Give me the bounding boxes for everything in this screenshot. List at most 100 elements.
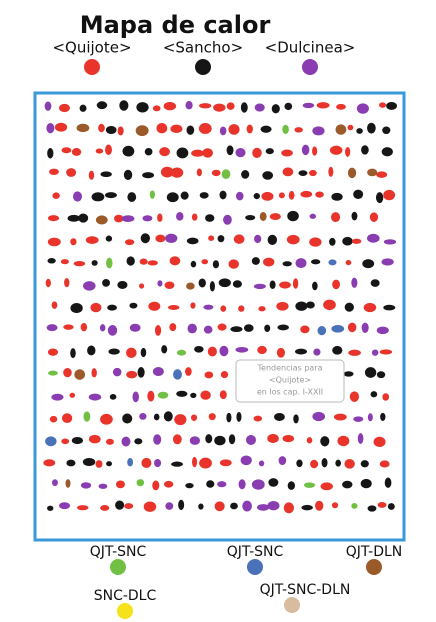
dot — [190, 302, 196, 309]
dot — [360, 478, 372, 489]
annotation-box — [235, 359, 345, 403]
dot — [80, 482, 92, 489]
dot — [269, 213, 281, 220]
dot — [356, 103, 369, 114]
dot — [121, 215, 135, 223]
dot — [209, 281, 215, 292]
dot — [176, 349, 187, 356]
legend-label: <Sancho> — [163, 39, 243, 57]
annotation-text: Tendencias para — [257, 364, 323, 373]
dot — [47, 215, 60, 222]
dot — [228, 259, 239, 269]
dot — [106, 461, 112, 467]
dot — [47, 237, 61, 247]
dot — [176, 390, 188, 397]
dot — [235, 191, 244, 201]
dot — [71, 436, 84, 445]
dot — [309, 237, 322, 247]
dot — [65, 479, 71, 488]
dot — [90, 302, 102, 313]
dot — [139, 413, 147, 420]
dot — [353, 416, 364, 422]
dot — [228, 434, 236, 445]
dot — [174, 414, 187, 426]
dot — [310, 459, 319, 469]
dot — [220, 305, 227, 312]
dot — [95, 148, 104, 154]
dot — [156, 123, 168, 134]
dot — [228, 124, 240, 135]
combination-dot — [247, 559, 263, 575]
dot — [95, 460, 103, 468]
dot — [207, 346, 217, 357]
dot — [96, 101, 108, 110]
dot — [144, 147, 153, 156]
dot — [147, 260, 158, 266]
dot — [173, 369, 182, 380]
dot — [269, 280, 276, 290]
dot — [60, 259, 69, 265]
dot — [226, 145, 234, 156]
dot — [85, 236, 99, 244]
dot — [176, 147, 189, 159]
dot — [165, 233, 178, 243]
dot — [259, 211, 267, 221]
dot — [254, 234, 262, 244]
dot — [384, 477, 392, 488]
dot — [223, 214, 232, 225]
dot — [80, 322, 88, 332]
dot — [376, 171, 388, 178]
combination-dot — [284, 597, 300, 613]
dot — [219, 390, 227, 400]
dot — [70, 348, 76, 359]
dot — [136, 479, 145, 487]
combination-dot — [117, 603, 133, 619]
dot — [46, 324, 58, 332]
combination-label: QJT-SNC — [90, 544, 147, 560]
dot — [332, 345, 343, 355]
dot — [166, 192, 179, 203]
dot — [71, 148, 82, 156]
dot — [377, 501, 387, 508]
dot — [277, 324, 289, 331]
dot — [287, 210, 299, 222]
dot — [83, 411, 91, 422]
dot — [379, 349, 393, 355]
dot — [312, 281, 318, 291]
dot — [170, 124, 183, 133]
dot — [218, 278, 231, 288]
dot — [321, 458, 328, 468]
title: Mapa de calor — [80, 11, 271, 39]
dot — [357, 433, 364, 444]
dot — [163, 102, 177, 111]
dot — [232, 280, 242, 288]
dot — [48, 370, 58, 376]
dot — [52, 192, 60, 199]
dot — [186, 237, 199, 245]
dot — [107, 304, 117, 311]
dot — [331, 192, 343, 201]
dot — [219, 126, 227, 136]
dot — [331, 324, 345, 333]
dot — [185, 101, 193, 110]
dot — [286, 234, 300, 245]
dot — [238, 305, 245, 312]
dot — [309, 213, 317, 219]
dot — [199, 457, 212, 469]
dot — [129, 323, 141, 332]
dot — [127, 457, 134, 467]
combination-label: QJT-SNC-DLN — [260, 582, 351, 598]
dot — [381, 258, 394, 266]
legend-label: <Quijote> — [52, 39, 131, 57]
dot — [106, 257, 113, 269]
dot — [123, 169, 133, 180]
dot — [316, 102, 330, 109]
dot — [169, 256, 181, 266]
dot — [300, 190, 313, 198]
dot — [122, 413, 133, 424]
dot — [59, 502, 71, 510]
dot — [160, 166, 174, 178]
combination-dot — [110, 559, 126, 575]
combination-label: QJT-DLN — [346, 544, 403, 560]
dot — [155, 234, 166, 243]
